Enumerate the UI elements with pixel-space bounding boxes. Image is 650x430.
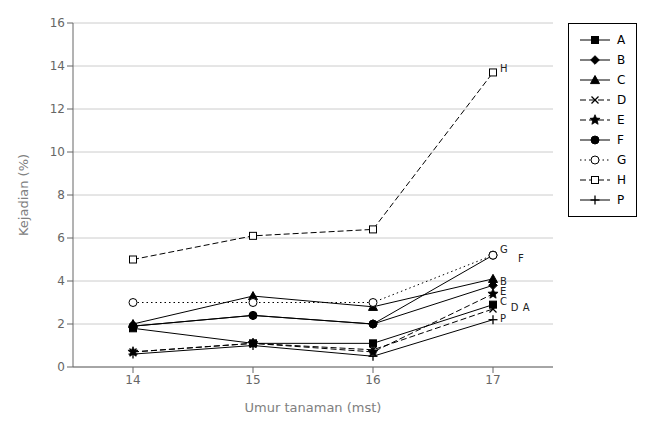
svg-text:E: E xyxy=(500,286,507,298)
html-text:F: F xyxy=(617,133,624,147)
html-text:P: P xyxy=(617,193,625,207)
html-text:G: G xyxy=(617,153,627,167)
svg-text:14: 14 xyxy=(125,373,140,387)
svg-text:15: 15 xyxy=(245,373,260,387)
svg-text:16: 16 xyxy=(50,16,65,30)
svg-text:4: 4 xyxy=(57,274,65,288)
svg-text:12: 12 xyxy=(50,102,65,116)
svg-text:H: H xyxy=(500,63,508,74)
svg-text:2: 2 xyxy=(57,317,65,331)
svg-text:B: B xyxy=(500,276,507,287)
html-text:B: B xyxy=(617,53,626,67)
html-text:C: C xyxy=(617,73,626,87)
svg-text:A: A xyxy=(523,302,530,313)
svg-text:C: C xyxy=(500,296,507,307)
svg-text:14: 14 xyxy=(50,59,65,73)
svg-text:G: G xyxy=(500,244,508,255)
svg-text:0: 0 xyxy=(57,360,65,374)
svg-text:10: 10 xyxy=(50,145,65,159)
svg-text:17: 17 xyxy=(485,373,500,387)
html-text:H: H xyxy=(617,173,626,187)
svg-text:16: 16 xyxy=(365,373,380,387)
html-text:A: A xyxy=(617,33,626,47)
svg-text:D: D xyxy=(511,302,519,313)
svg-text:F: F xyxy=(518,253,524,264)
svg-text:6: 6 xyxy=(57,231,65,245)
html-text:E: E xyxy=(617,113,625,127)
svg-text:8: 8 xyxy=(57,188,65,202)
svg-text:Kejadian (%): Kejadian (%) xyxy=(16,154,31,236)
svg-text:Umur tanaman (mst): Umur tanaman (mst) xyxy=(245,400,382,415)
html-text:D: D xyxy=(617,93,627,107)
svg-text:P: P xyxy=(500,313,506,324)
